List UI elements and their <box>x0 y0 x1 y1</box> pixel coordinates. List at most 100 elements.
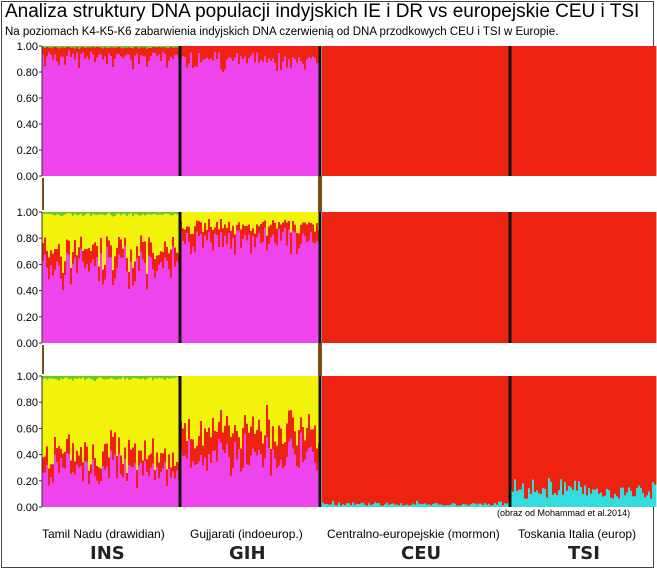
bar-segment-magenta <box>182 56 185 176</box>
bar-segment-red <box>506 212 509 343</box>
bar-segment-magenta <box>126 481 129 507</box>
group-separator <box>178 46 182 176</box>
bar-segment-magenta <box>314 243 317 343</box>
bar-segment-cyan <box>612 498 615 507</box>
bar-segment-red <box>90 464 93 474</box>
bar-segment-red <box>484 46 487 176</box>
bar-segment-yellow <box>102 379 105 452</box>
bar-segment-red <box>86 47 89 57</box>
bar-segment-green <box>160 46 163 48</box>
bar-segment-yellow <box>62 215 65 274</box>
bar-segment-cyan <box>512 491 515 507</box>
bar-segment-green <box>144 212 147 216</box>
group-ins <box>42 212 181 343</box>
bar-segment-red <box>644 376 647 498</box>
bar-segment-cyan <box>652 482 655 507</box>
bar-segment-magenta <box>210 463 213 507</box>
bar-segment-yellow <box>120 215 123 240</box>
bar-segment-red <box>620 212 623 343</box>
bar-segment-red <box>192 46 195 69</box>
bar-segment-red <box>642 212 645 343</box>
bar-segment-magenta <box>158 264 161 343</box>
bar-segment-green <box>126 376 129 379</box>
bar-segment-red <box>598 212 601 343</box>
bar-segment-green <box>56 212 59 215</box>
bar-segment-red <box>106 47 109 65</box>
bar-segment-red <box>72 47 75 54</box>
bar-segment-red <box>306 46 309 60</box>
bar-segment-magenta <box>298 248 301 343</box>
bar-segment-red <box>124 447 127 460</box>
bar-segment-red <box>304 222 307 237</box>
bar-segment-yellow <box>216 212 219 222</box>
bar-segment-red <box>324 212 327 343</box>
bar-segment-red <box>528 376 531 489</box>
bar-segment-red <box>502 376 505 506</box>
bar-segment-red <box>128 439 131 466</box>
bar-segment-red <box>50 250 53 266</box>
bar-segment-red <box>618 212 621 343</box>
bar-segment-green <box>78 46 81 49</box>
bar-segment-red <box>244 225 247 235</box>
bar-segment-red <box>302 46 305 65</box>
bar-segment-yellow <box>176 377 179 462</box>
bar-segment-red <box>202 232 205 249</box>
bar-segment-red <box>98 467 101 485</box>
bar-segment-red <box>654 212 657 343</box>
bar-segment-yellow <box>64 377 67 452</box>
bar-segment-red <box>474 46 477 176</box>
bar-segment-green <box>66 46 69 47</box>
bar-segment-red <box>184 229 187 244</box>
bar-segment-red <box>130 249 133 262</box>
bar-segment-red <box>592 376 595 490</box>
bar-segment-red <box>216 431 219 462</box>
bar-segment-yellow <box>230 376 233 437</box>
bar-segment-cyan <box>334 504 337 507</box>
bar-segment-red <box>214 46 217 52</box>
bar-segment-magenta <box>108 478 111 507</box>
bar-segment-red <box>104 264 107 280</box>
bar-segment-yellow <box>238 212 241 223</box>
bar-segment-red <box>482 376 485 506</box>
bar-segment-magenta <box>308 57 311 176</box>
bar-segment-red <box>56 248 59 262</box>
bar-segment-magenta <box>210 242 213 343</box>
bar-segment-red <box>462 376 465 505</box>
bar-segment-red <box>212 46 215 61</box>
bar-segment-red <box>380 212 383 343</box>
bar-segment-cyan <box>654 484 657 507</box>
bar-segment-red <box>650 212 653 343</box>
bar-segment-red <box>432 212 435 343</box>
bar-segment-green <box>128 212 131 215</box>
bar-segment-red <box>148 48 151 62</box>
bar-segment-magenta <box>138 64 141 176</box>
bar-segment-magenta <box>214 450 217 507</box>
bar-segment-red <box>430 212 433 343</box>
bar-segment-green <box>112 212 115 217</box>
bar-segment-red <box>132 447 135 468</box>
bar-segment-red <box>338 376 341 503</box>
bar-segment-magenta <box>52 482 55 507</box>
bar-segment-red <box>604 46 607 176</box>
bar-segment-magenta <box>148 476 151 507</box>
bar-segment-red <box>554 212 557 343</box>
bar-segment-magenta <box>214 233 217 343</box>
bar-segment-magenta <box>112 285 115 343</box>
bar-segment-green <box>142 376 145 379</box>
bar-segment-red <box>230 46 233 59</box>
bar-segment-red <box>434 212 437 343</box>
bar-segment-red <box>504 46 507 176</box>
bar-segment-red <box>96 465 99 481</box>
bar-segment-magenta <box>48 279 51 343</box>
bar-segment-red <box>60 47 63 57</box>
bar-segment-red <box>290 46 293 68</box>
bar-segment-yellow <box>294 376 297 432</box>
bar-segment-red <box>112 269 115 286</box>
bar-segment-green <box>114 376 117 380</box>
bar-segment-red <box>230 230 233 249</box>
bar-segment-magenta <box>182 455 185 507</box>
bar-segment-red <box>168 47 171 61</box>
bar-segment-red <box>300 46 303 62</box>
bar-segment-green <box>54 376 57 380</box>
bar-segment-red <box>608 46 611 176</box>
